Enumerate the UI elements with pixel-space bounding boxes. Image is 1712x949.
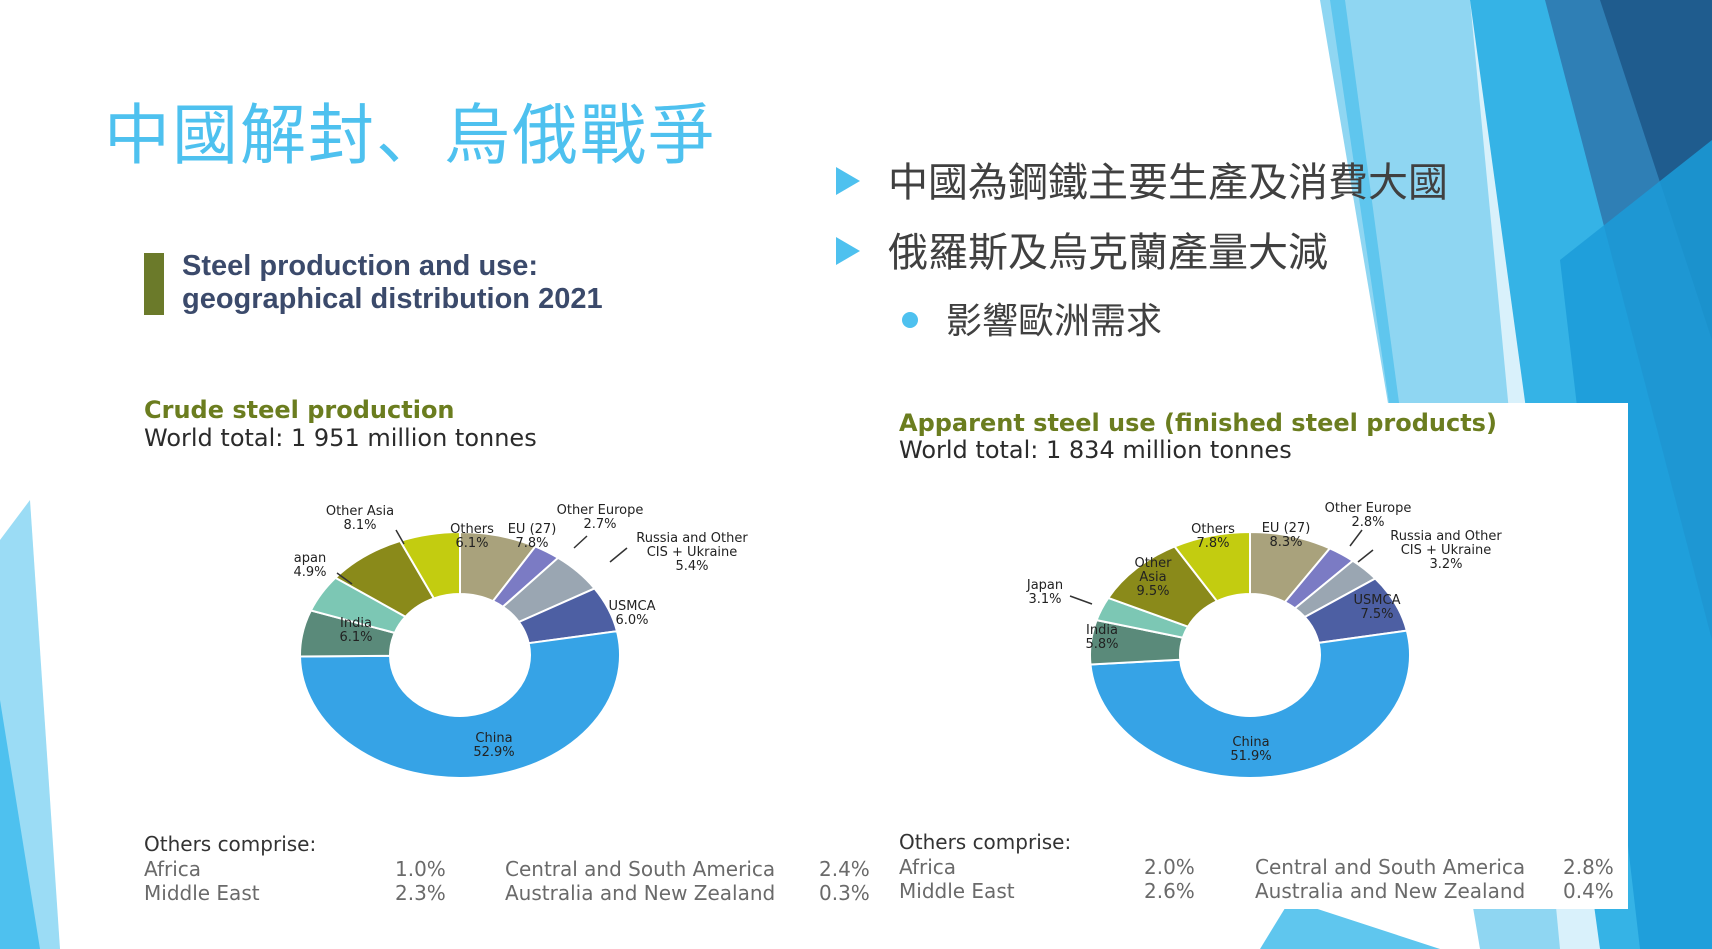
leader-line <box>1349 529 1363 547</box>
others-value: 2.8% <box>1563 855 1614 879</box>
leader-line <box>573 535 588 549</box>
others-value: 0.3% <box>819 881 870 905</box>
others-label: Australia and New Zealand <box>505 881 776 905</box>
others-label: Middle East <box>144 881 260 905</box>
triangle-bullet-icon <box>836 167 860 195</box>
others-value: 2.4% <box>819 857 870 881</box>
others-label: Africa <box>144 857 202 881</box>
donut-slice-china <box>1089 629 1411 779</box>
slice-data-label: China 51.9% <box>1230 735 1271 764</box>
others-breakdown: Others comprise: Africa 1.0% Middle East… <box>144 832 884 912</box>
bullet-item: 俄羅斯及烏克蘭產量大減 <box>836 220 1328 278</box>
header-accent-bar <box>144 253 164 315</box>
section-header-line: geographical distribution 2021 <box>182 283 603 315</box>
slice-data-label: Others 7.8% <box>1191 522 1235 551</box>
bullet-text: 俄羅斯及烏克蘭產量大減 <box>888 230 1328 276</box>
leader-line <box>336 572 353 585</box>
slice-data-label: Russia and Other CIS + Ukraine 5.4% <box>636 531 748 574</box>
slice-data-label: EU (27) 8.3% <box>1262 521 1311 550</box>
others-value: 0.4% <box>1563 879 1614 903</box>
leader-line <box>1069 595 1093 605</box>
slice-data-label: Other Asia 8.1% <box>326 504 394 533</box>
chart-title: Apparent steel use (finished steel produ… <box>899 409 1497 437</box>
slice-data-label: apan 4.9% <box>293 551 326 580</box>
others-label: Africa <box>899 855 957 879</box>
dot-bullet-icon <box>902 312 918 328</box>
chart-panel-background <box>888 403 1628 909</box>
slice-data-label: USMCA 6.0% <box>609 599 656 628</box>
donut-slice-others <box>1173 530 1251 603</box>
others-value: 1.0% <box>395 857 446 881</box>
bullet-text: 中國為鋼鐵主要生產及消費大國 <box>888 160 1448 206</box>
others-breakdown: Others comprise: Africa 2.0% Middle East… <box>899 830 1619 910</box>
chart-subtitle: World total: 1 834 million tonnes <box>899 436 1292 464</box>
slice-data-label: EU (27) 7.8% <box>508 522 557 551</box>
others-label: Central and South America <box>1255 855 1526 879</box>
sub-bullet-text: 影響歐洲需求 <box>946 301 1163 342</box>
donut-chart-use: EU (27) 8.3% Other Europe 2.8%Russia and Ot… <box>1026 501 1502 779</box>
sub-bullet-item: 影響歐洲需求 <box>902 292 1162 344</box>
others-label: Central and South America <box>505 857 776 881</box>
leader-line <box>609 547 628 563</box>
others-value: 2.0% <box>1144 855 1195 879</box>
triangle-bullet-icon <box>836 237 860 265</box>
bullet-item: 中國為鋼鐵主要生產及消費大國 <box>836 150 1448 208</box>
others-label: Australia and New Zealand <box>1255 879 1526 903</box>
slice-data-label: Other Europe 2.8% <box>1325 501 1412 530</box>
slice-data-label: Other Asia 9.5% <box>1135 556 1173 599</box>
section-header-line: Steel production and use: <box>182 250 539 282</box>
slice-data-label: Other Europe 2.7% <box>557 503 644 532</box>
others-title: Others comprise: <box>899 830 1072 854</box>
slice-data-label: Japan 3.1% <box>1026 578 1063 607</box>
others-value: 2.3% <box>395 881 446 905</box>
section-header: Steel production and use: geographical d… <box>182 250 603 316</box>
slice-data-label: USMCA 7.5% <box>1354 593 1401 622</box>
leader-line <box>395 529 405 545</box>
slice-data-label: India 5.8% <box>1085 623 1118 652</box>
slide-title: 中國解封、烏俄戰爭 <box>104 97 716 174</box>
others-title: Others comprise: <box>144 832 317 856</box>
slice-data-label: Others 6.1% <box>450 522 494 551</box>
donut-slice-others <box>398 530 461 600</box>
donut-slice-china <box>298 630 621 779</box>
others-value: 2.6% <box>1144 879 1195 903</box>
slice-data-label: India 6.1% <box>339 616 372 645</box>
slice-data-label: China 52.9% <box>473 731 514 760</box>
slice-data-label: Russia and Other CIS + Ukraine 3.2% <box>1390 529 1502 572</box>
chart-title: Crude steel production <box>144 396 455 424</box>
donut-chart-production: EU (27) 7.8%Other Europe 2.7%Russia and Ot… <box>293 503 748 779</box>
chart-subtitle: World total: 1 951 million tonnes <box>144 424 537 452</box>
leader-line <box>1357 549 1374 563</box>
others-label: Middle East <box>899 879 1015 903</box>
